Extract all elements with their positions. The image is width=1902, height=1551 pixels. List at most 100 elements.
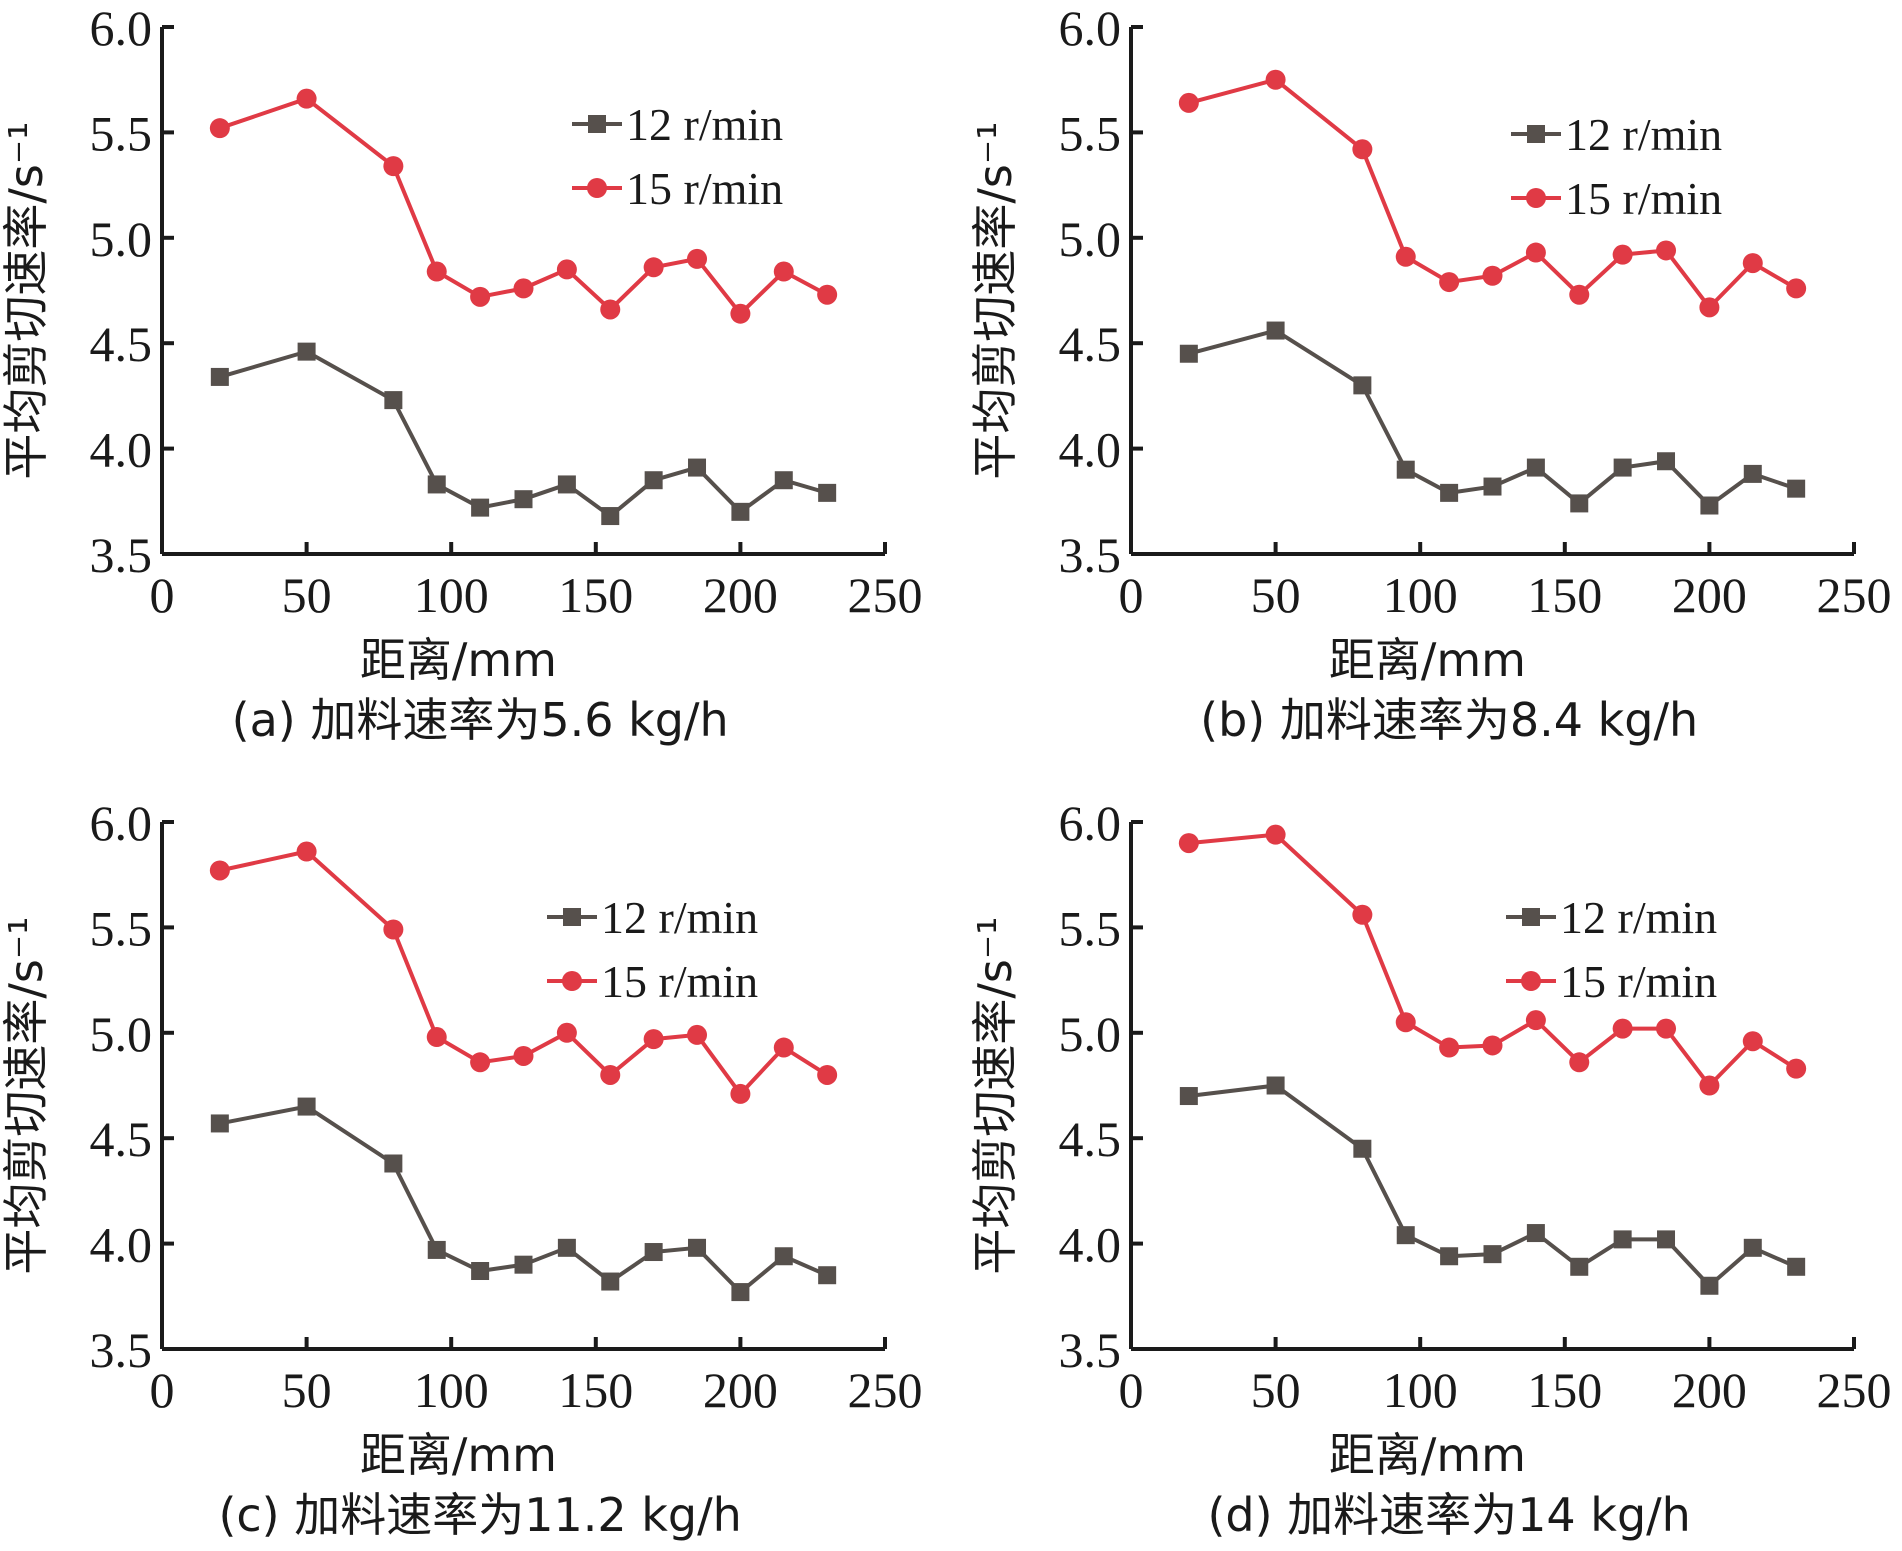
series-15rpm [1178,824,1807,1096]
data-point [687,248,708,269]
chart-panel-a: 0 50 100 150 200 250 3.5 4.0 4.5 5.0 5.5 6.0 距离/mm 平均… [0,0,923,747]
y-tick-label: 4.0 [90,422,153,478]
legend-marker [588,115,606,133]
series-15rpm [209,88,838,324]
y-tick-label: 4.5 [90,316,153,372]
x-tick-label: 0 [150,1362,175,1418]
data-point [297,342,316,361]
data-point [1266,321,1285,340]
data-point [209,118,230,139]
data-point [1656,240,1677,261]
x-tick-label: 100 [1383,567,1458,623]
data-point [1743,464,1762,483]
y-tick-label: 3.5 [1059,527,1122,583]
data-point [210,367,229,386]
legend-label: 12 r/min [1560,892,1717,943]
data-point [471,498,490,517]
data-point [1265,824,1286,845]
data-point [513,1045,534,1066]
data-point [1439,1037,1460,1058]
data-point [773,261,794,282]
legend-marker [563,908,581,926]
y-axis-label: 平均剪切速率/s⁻¹ [0,916,53,1274]
y-tick-label: 5.0 [90,211,153,267]
series-12rpm [210,1097,837,1302]
data-point [297,1097,316,1116]
x-axis-label: 距离/mm [360,1428,557,1482]
legend: 12 r/min 15 r/min [1506,892,1717,1007]
data-point [210,1114,229,1133]
legend-marker [587,178,607,198]
legend-marker [562,971,582,991]
data-point [427,475,446,494]
legend-marker [1527,125,1545,143]
data-point [1787,479,1806,498]
y-tick-label: 4.0 [90,1217,153,1273]
series-15rpm [1178,69,1807,318]
data-point [1352,904,1373,925]
chart-panel-d: 0 50 100 150 200 250 3.5 4.0 4.5 5.0 5.5 6.0 距离/mm 平均… [968,795,1892,1542]
data-point [1483,477,1502,496]
data-point [383,919,404,940]
data-point [1395,1012,1416,1033]
data-point [1699,1075,1720,1096]
data-point [1178,92,1199,113]
y-tick-label: 5.5 [1059,900,1122,956]
data-point [1440,1247,1459,1266]
data-point [1439,272,1460,293]
data-point [427,1240,446,1259]
data-point [1613,1230,1632,1249]
y-tick-label: 4.5 [1059,316,1122,372]
legend: 12 r/min 15 r/min [1511,109,1722,224]
x-tick-label: 50 [282,1362,332,1418]
y-tick-label: 6.0 [90,795,153,851]
data-point [688,1238,707,1257]
data-point [643,1029,664,1050]
data-point [817,284,838,305]
data-point [1353,1139,1372,1158]
x-tick-label: 250 [848,567,923,623]
legend-marker [1522,908,1540,926]
y-tick-label: 4.0 [1059,1217,1122,1273]
data-point [384,1154,403,1173]
data-point [1742,1031,1763,1052]
legend-label: 15 r/min [601,956,758,1007]
data-point [426,261,447,282]
data-point [1265,69,1286,90]
data-point [1482,265,1503,286]
series-12rpm [1179,321,1806,515]
data-point [470,1052,491,1073]
data-point [644,1243,663,1262]
y-tick-label: 6.0 [90,0,153,56]
y-axis-label: 平均剪切速率/s⁻¹ [968,121,1022,479]
data-point [1612,244,1633,265]
legend-label: 15 r/min [1560,956,1717,1007]
data-point [1657,1230,1676,1249]
data-point [557,1238,576,1257]
data-point [643,257,664,278]
x-tick-label: 0 [150,567,175,623]
data-point [1178,833,1199,854]
data-point [1179,1087,1198,1106]
data-point [1786,278,1807,299]
data-point [1700,1276,1719,1295]
data-point [600,1064,621,1085]
x-tick-label: 150 [558,567,633,623]
panel-caption: (c) 加料速率为11.2 kg/h [218,1488,741,1542]
data-point [774,1247,793,1266]
data-point [426,1027,447,1048]
data-point [471,1262,490,1281]
data-point [1743,1238,1762,1257]
series-15rpm [209,841,838,1104]
data-point [687,1024,708,1045]
data-point [644,471,663,490]
data-point [1786,1058,1807,1079]
y-tick-label: 5.5 [1059,105,1122,161]
data-point [470,286,491,307]
data-point [601,507,620,526]
data-point [818,1266,837,1285]
data-point [601,1272,620,1291]
legend: 12 r/min 15 r/min [572,99,783,214]
y-tick-label: 3.5 [90,527,153,583]
data-point [296,88,317,109]
